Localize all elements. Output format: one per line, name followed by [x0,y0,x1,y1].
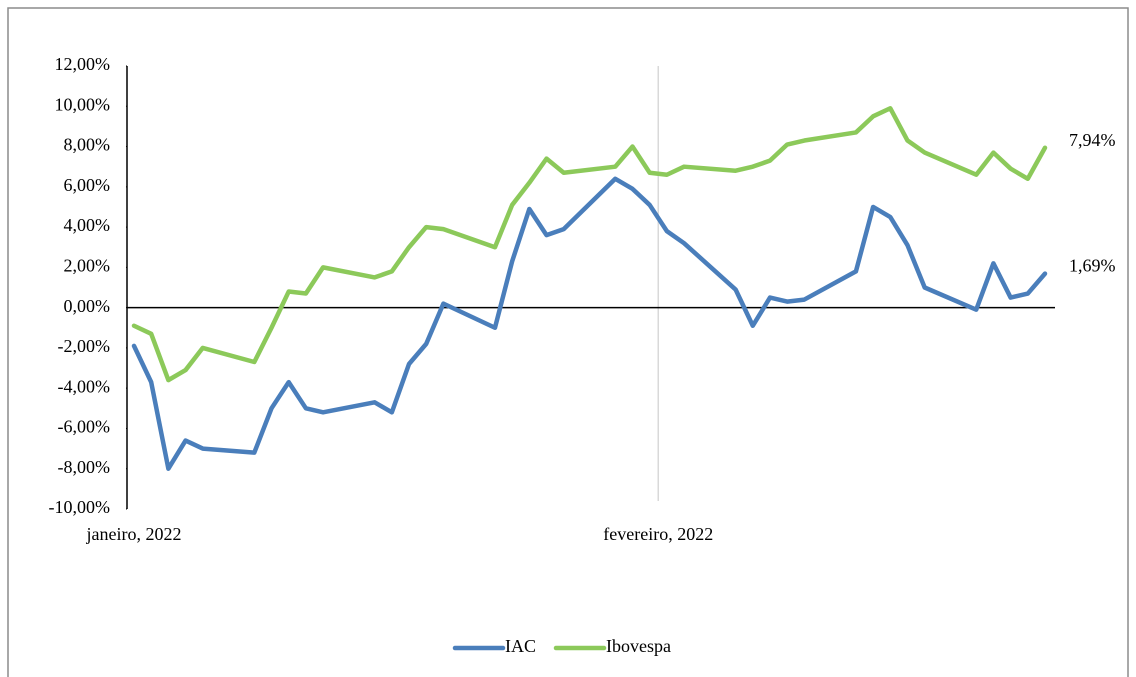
data-label: 1,69% [1069,256,1116,276]
y-tick-label: -2,00% [58,336,111,356]
y-tick-label: -10,00% [49,497,111,517]
y-tick-label: -4,00% [58,376,111,396]
y-tick-label: 0,00% [64,296,111,316]
data-label: 7,94% [1069,130,1116,150]
y-tick-label: -6,00% [58,417,111,437]
y-tick-label: 12,00% [55,54,111,74]
series-line [131,176,1048,471]
legend-label: Ibovespa [606,636,671,656]
x-tick-label: janeiro, 2022 [86,524,182,544]
y-tick-label: 8,00% [64,135,111,155]
x-tick-label: fevereiro, 2022 [603,524,713,544]
chart-frame [7,7,1129,677]
legend-label: IAC [505,636,536,656]
y-tick-label: 2,00% [64,255,111,275]
y-tick-label: 10,00% [55,94,111,114]
y-tick-label: 4,00% [64,215,111,235]
y-tick-label: -8,00% [58,457,111,477]
series-line [131,106,1048,383]
y-tick-label: 6,00% [64,175,111,195]
